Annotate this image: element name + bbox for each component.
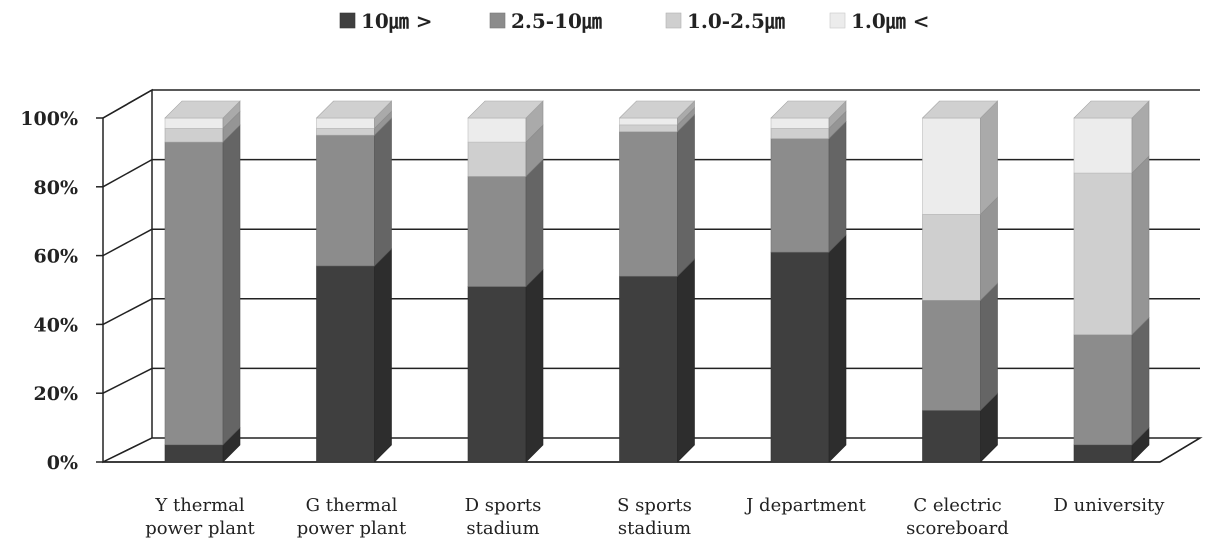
bar-segment (316, 117, 375, 129)
chart-bars (164, 100, 1150, 463)
x-category-label: C electric (913, 495, 1001, 516)
bar-segment (467, 117, 527, 143)
bar-top (1073, 100, 1150, 119)
bar-segment (1073, 172, 1133, 336)
bar-top (467, 100, 544, 119)
gridline-diagonal (102, 158, 153, 188)
bar-segment-side (525, 158, 544, 288)
bar-segment (770, 128, 830, 139)
y-tick-label: 80% (34, 177, 79, 199)
bar-segment (619, 131, 678, 277)
bar-segment (316, 128, 375, 136)
legend-swatch (339, 12, 356, 29)
y-tick-label: 60% (34, 246, 79, 268)
bar-segment-side (980, 196, 998, 302)
bar-segment-side (1131, 316, 1150, 446)
bar-segment (467, 176, 527, 287)
gridline-diagonal (102, 228, 153, 257)
x-category-label: D university (1054, 495, 1166, 516)
bar-segment (1073, 444, 1133, 463)
legend-label: 2.5-10㎛ (511, 9, 602, 33)
bar-top (315, 100, 393, 119)
bar-segment (1073, 334, 1133, 446)
x-category-label: power plant (297, 518, 407, 539)
bar-top (164, 100, 241, 119)
y-tick-label: 0% (47, 452, 78, 474)
floor-right-edge (1159, 437, 1201, 463)
legend-swatch (829, 12, 846, 29)
x-category-label: power plant (145, 518, 255, 539)
bar-segment (164, 128, 224, 143)
y-tick-label: 20% (34, 383, 79, 405)
x-category-label: G thermal (306, 495, 398, 516)
chart-legend: 10㎛ > 2.5-10㎛ 1.0-2.5㎛ 1.0㎛ < (339, 9, 930, 33)
legend-label: 1.0㎛ < (851, 9, 930, 33)
bar-segment (770, 251, 830, 463)
bar-segment-side (980, 100, 998, 216)
bar-segment (467, 141, 527, 177)
bar-segment (770, 138, 830, 253)
bar-segment (922, 117, 981, 215)
bar-segment (619, 124, 678, 133)
bar-segment (467, 286, 527, 463)
bar-segment-side (677, 114, 695, 277)
x-category-label: Y thermal (154, 495, 244, 516)
legend-label: 10㎛ > (361, 9, 433, 33)
bar-segment (164, 444, 224, 463)
bar-segment-side (828, 234, 847, 463)
bar-segment-side (374, 117, 392, 267)
left-wall (102, 88, 153, 464)
bar-segment-side (525, 268, 544, 463)
bar-segment-side (1131, 155, 1150, 336)
bar-segment-side (980, 282, 998, 412)
bar-segment (164, 141, 224, 446)
bar-top (770, 100, 847, 119)
legend-swatch (665, 12, 682, 29)
bar-segment (619, 275, 678, 463)
bar-segment (316, 134, 375, 267)
x-category-label: stadium (618, 518, 691, 539)
x-category-label: J department (744, 495, 867, 516)
bar-segment-side (677, 258, 695, 463)
x-category-label: D sports (465, 495, 542, 516)
bar-segment (1073, 117, 1133, 174)
bar-segment-side (374, 248, 392, 463)
x-category-label: S sports (617, 495, 692, 516)
gridline-diagonal (102, 89, 153, 119)
y-tick-label: 100% (20, 108, 78, 130)
bar-segment (922, 300, 981, 411)
bar-segment-side (828, 120, 847, 253)
legend-label: 1.0-2.5㎛ (687, 9, 785, 33)
gridline-diagonal (102, 367, 153, 394)
bar-top (618, 100, 696, 119)
x-category-label: scoreboard (906, 518, 1009, 539)
bar-segment-side (222, 124, 241, 446)
bar-segment (316, 265, 375, 463)
bar-segment (164, 117, 224, 129)
y-tick-label: 40% (34, 314, 79, 336)
bar-top (921, 100, 999, 119)
gridline-diagonal (102, 298, 153, 326)
y-axis-ticks: 0% 20% 40% 60% 80% 100% (20, 108, 103, 474)
bar-segment (922, 410, 981, 463)
legend-swatch (489, 12, 506, 29)
bar-segment (619, 117, 678, 126)
x-category-label: stadium (466, 518, 539, 539)
chart-back-wall (102, 88, 153, 464)
bar-segment (922, 214, 981, 301)
bar-segment (770, 117, 830, 129)
